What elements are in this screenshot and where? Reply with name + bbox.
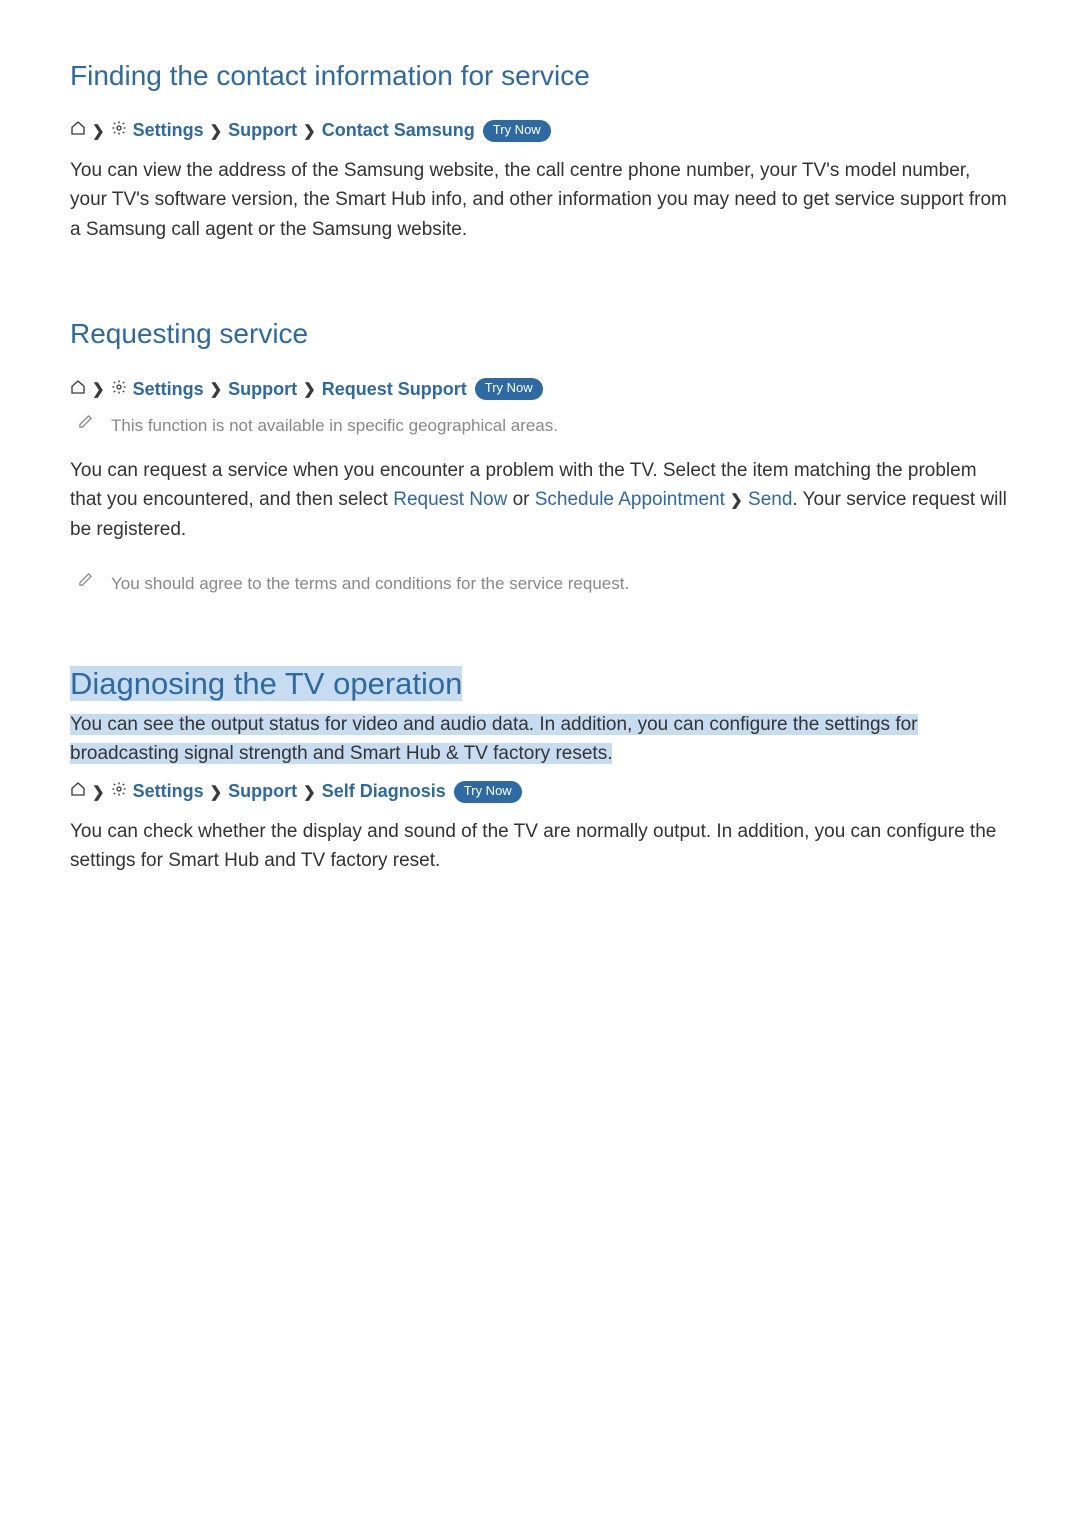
breadcrumb-diagnosis?: ❯ Settings ❯ Support ❯ Self Diagnosis Tr… xyxy=(70,781,1010,803)
note-availability: This function is not available in specif… xyxy=(70,414,1010,438)
gear-icon xyxy=(111,781,127,802)
section-heading-contact: Finding the contact information for serv… xyxy=(70,60,1010,92)
breadcrumb-support[interactable]: Support xyxy=(228,120,297,141)
chevron-icon: ❯ xyxy=(92,122,105,140)
home-icon xyxy=(70,379,86,400)
link-request-now[interactable]: Request Now xyxy=(393,489,507,510)
text: or xyxy=(507,489,534,510)
breadcrumb-self-diagnosis[interactable]: Self Diagnosis xyxy=(322,781,446,802)
breadcrumb-support[interactable]: Support xyxy=(228,781,297,802)
gear-icon xyxy=(111,120,127,141)
breadcrumb-support[interactable]: Support xyxy=(228,379,297,400)
home-icon xyxy=(70,120,86,141)
note-text: This function is not available in specif… xyxy=(111,414,558,438)
breadcrumb-settings[interactable]: Settings xyxy=(133,379,204,400)
breadcrumb-request: ❯ Settings ❯ Support ❯ Request Support T… xyxy=(70,378,1010,400)
section-heading-request: Requesting service xyxy=(70,318,1010,350)
try-now-badge[interactable]: Try Now xyxy=(475,378,543,400)
section-heading-diagnosing: Diagnosing the TV operation xyxy=(70,666,1010,702)
note-terms: You should agree to the terms and condit… xyxy=(70,572,1010,596)
pencil-icon xyxy=(78,414,93,434)
home-icon xyxy=(70,781,86,802)
try-now-badge[interactable]: Try Now xyxy=(483,120,551,142)
breadcrumb-request-support[interactable]: Request Support xyxy=(322,379,467,400)
paragraph-request: You can request a service when you encou… xyxy=(70,456,1010,544)
breadcrumb-settings[interactable]: Settings xyxy=(133,781,204,802)
paragraph-contact: You can view the address of the Samsung … xyxy=(70,156,1010,244)
pencil-icon xyxy=(78,572,93,592)
chevron-icon: ❯ xyxy=(303,783,316,801)
breadcrumb-contact-samsung[interactable]: Contact Samsung xyxy=(322,120,475,141)
chevron-icon: ❯ xyxy=(92,380,105,398)
chevron-icon: ❯ xyxy=(210,122,223,140)
chevron-icon: ❯ xyxy=(210,783,223,801)
paragraph-diagnosis: You can check whether the display and so… xyxy=(70,817,1010,876)
breadcrumb-settings[interactable]: Settings xyxy=(133,120,204,141)
highlighted-subtitle: You can see the output status for video … xyxy=(70,714,918,764)
link-schedule-appointment[interactable]: Schedule Appointment xyxy=(535,489,725,510)
link-send[interactable]: Send xyxy=(748,489,792,510)
try-now-badge[interactable]: Try Now xyxy=(454,781,522,803)
chevron-icon: ❯ xyxy=(303,122,316,140)
chevron-icon: ❯ xyxy=(92,783,105,801)
chevron-icon: ❯ xyxy=(303,380,316,398)
breadcrumb-contact: ❯ Settings ❯ Support ❯ Contact Samsung T… xyxy=(70,120,1010,142)
gear-icon xyxy=(111,379,127,400)
subtitle-diagnosing: You can see the output status for video … xyxy=(70,710,1010,769)
note-text: You should agree to the terms and condit… xyxy=(111,572,629,596)
highlighted-heading: Diagnosing the TV operation xyxy=(70,666,462,701)
chevron-icon: ❯ xyxy=(210,380,223,398)
chevron-icon: ❯ xyxy=(730,492,743,509)
